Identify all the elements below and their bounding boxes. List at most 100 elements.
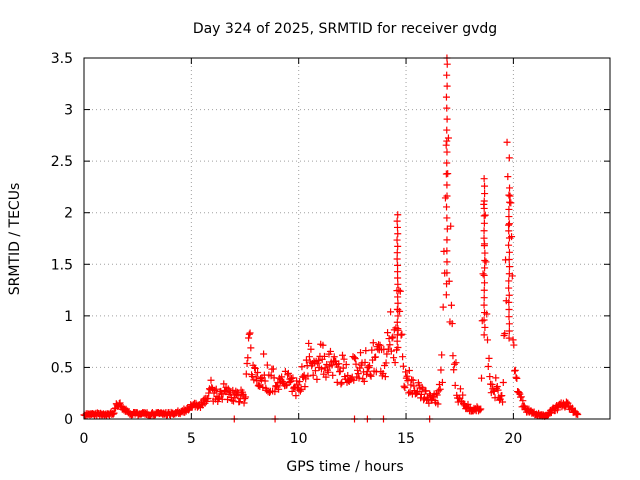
data-point (352, 360, 360, 368)
peak-point (443, 148, 451, 156)
peak-point (393, 223, 401, 231)
peak-point (505, 313, 513, 321)
data-point (334, 363, 342, 371)
chart-title: Day 324 of 2025, SRMTID for receiver gvd… (193, 21, 497, 37)
data-point (305, 353, 313, 361)
peak-point (394, 293, 402, 301)
data-point (246, 329, 254, 337)
data-point (450, 360, 458, 368)
data-point (438, 351, 446, 359)
peak-point (480, 271, 488, 279)
data-point (481, 211, 489, 219)
peak-point (442, 291, 450, 299)
data-point (339, 364, 347, 372)
peak-point (394, 280, 402, 288)
data-point (240, 399, 248, 407)
data-point (229, 386, 237, 394)
peak-point (505, 205, 513, 213)
x-tick-label: 15 (397, 431, 415, 447)
peak-point (393, 318, 401, 326)
data-points (80, 54, 582, 423)
data-point (484, 363, 492, 371)
data-point (439, 303, 447, 311)
peak-point (443, 137, 451, 145)
data-point (434, 400, 442, 408)
data-point (517, 393, 525, 401)
data-point (438, 378, 446, 386)
peak-point (443, 236, 451, 244)
peak-point (480, 331, 488, 339)
data-point (245, 330, 253, 338)
data-point (568, 404, 576, 412)
data-point (287, 377, 295, 385)
peak-point (394, 325, 402, 333)
data-point (389, 333, 397, 341)
data-point (302, 356, 310, 364)
data-point (417, 390, 425, 398)
peak-point (480, 301, 488, 309)
peak-point (394, 211, 402, 219)
peak-point (394, 274, 402, 282)
peak-point (393, 217, 401, 225)
peak-point (480, 234, 488, 242)
data-point (399, 362, 407, 370)
data-point (261, 377, 269, 385)
peak-point (480, 294, 488, 302)
peak-point (505, 298, 513, 306)
data-point (230, 397, 238, 405)
data-point (436, 385, 444, 393)
data-point (357, 349, 365, 357)
data-point (326, 347, 334, 355)
data-point (294, 381, 302, 389)
x-tick-label: 5 (187, 431, 196, 447)
data-point (398, 330, 406, 338)
data-point (414, 388, 422, 396)
data-point (401, 384, 409, 392)
data-point (284, 369, 292, 377)
peak-point (481, 257, 489, 265)
peak-point (506, 198, 514, 206)
data-point (513, 374, 521, 382)
peak-point (394, 268, 402, 276)
peak-point (443, 247, 451, 255)
data-point (493, 382, 501, 390)
data-point (361, 358, 369, 366)
peak-point (443, 181, 451, 189)
peak-point (443, 104, 451, 112)
data-point (309, 371, 317, 379)
peak-point (505, 284, 513, 292)
peak-point (394, 261, 402, 269)
peak-point (505, 320, 513, 328)
grid-lines (84, 58, 610, 419)
data-point (328, 361, 336, 369)
data-point (342, 361, 350, 369)
peak-point (443, 115, 451, 123)
y-tick-label: 1 (64, 309, 73, 325)
peak-point (480, 286, 488, 294)
data-point (324, 368, 332, 376)
data-point (288, 387, 296, 395)
data-point (451, 381, 459, 389)
peak-point (442, 170, 450, 178)
data-point (322, 373, 330, 381)
data-point (400, 382, 408, 390)
peak-point (505, 220, 513, 228)
data-point (245, 334, 253, 342)
data-point (236, 398, 244, 406)
data-point (254, 368, 262, 376)
data-point (269, 365, 277, 373)
peak-point (505, 334, 513, 342)
data-point (298, 363, 306, 371)
data-point (244, 354, 252, 362)
data-point (511, 366, 519, 374)
data-point (504, 173, 512, 181)
data-point (396, 287, 404, 295)
data-point (447, 301, 455, 309)
data-point (362, 347, 370, 355)
y-axis-label: SRMTID / TECUs (7, 183, 23, 296)
data-point (351, 355, 359, 363)
data-point (271, 388, 279, 396)
data-point (252, 373, 260, 381)
data-point (337, 380, 345, 388)
